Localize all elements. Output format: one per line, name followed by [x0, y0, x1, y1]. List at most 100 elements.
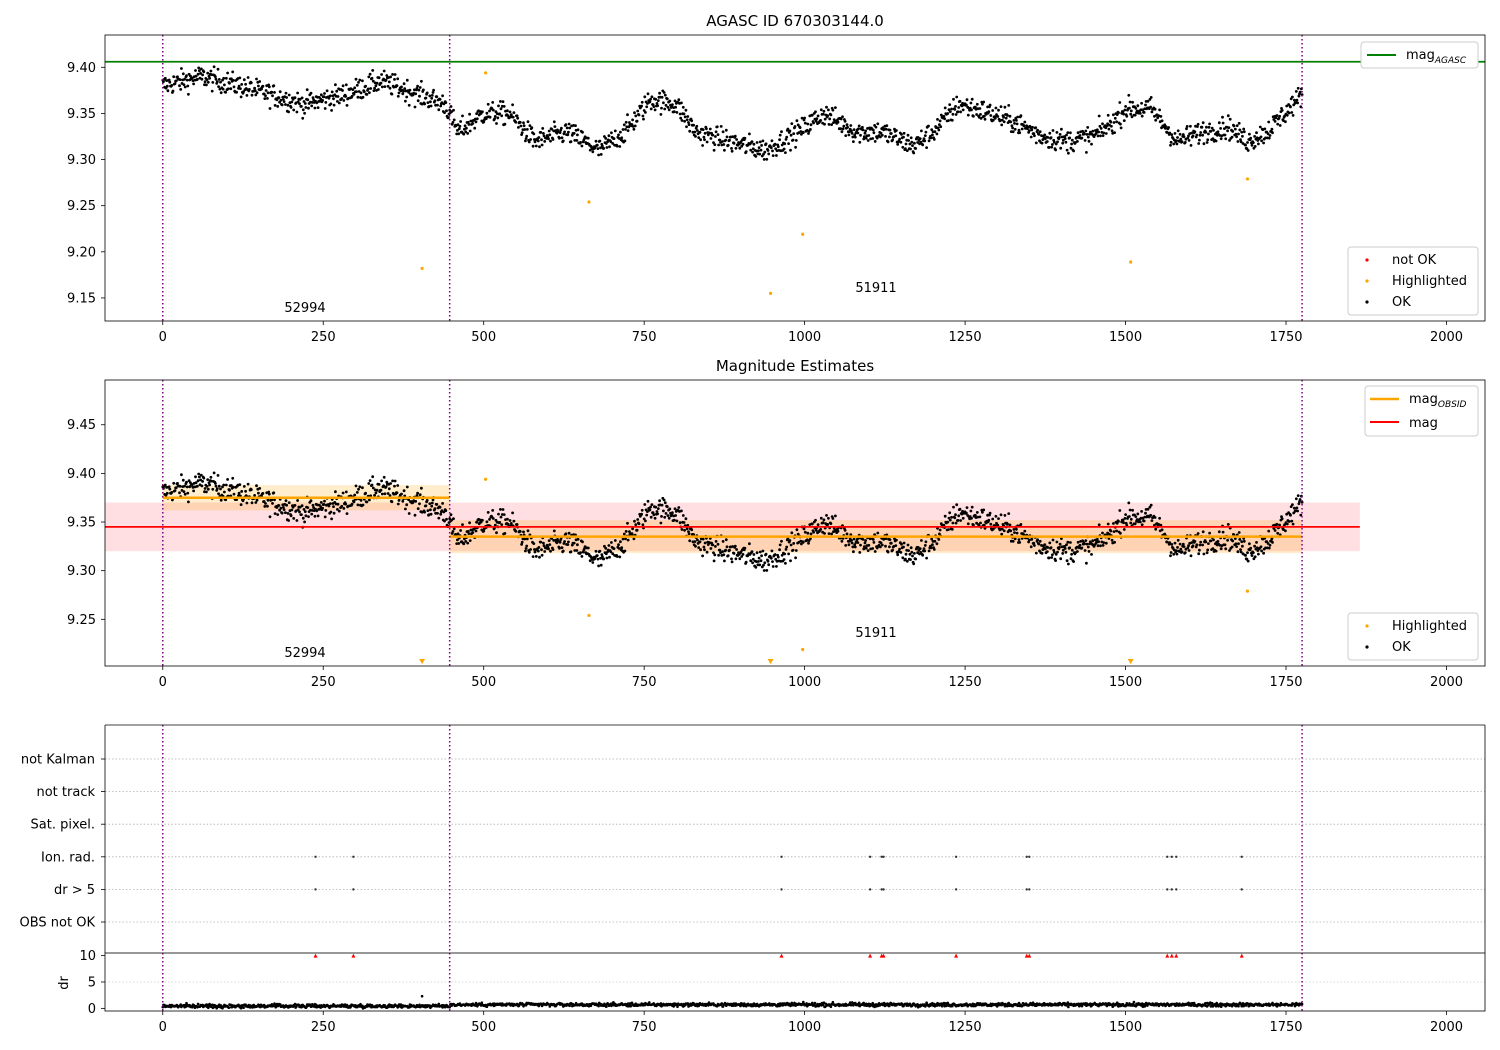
ok-point [488, 518, 491, 521]
ok-point [828, 117, 832, 121]
ok-point [327, 504, 331, 508]
ok-point [1129, 109, 1133, 113]
ok-point [574, 124, 577, 127]
ok-point [1051, 129, 1055, 132]
ok-point [965, 98, 969, 102]
ok-point [1017, 538, 1021, 541]
ok-point [413, 513, 417, 517]
ok-point [1109, 529, 1113, 533]
ok-point [950, 515, 953, 519]
ok-point [696, 538, 699, 542]
ok-point [834, 514, 837, 518]
ok-point [1201, 121, 1205, 125]
ok-point [734, 557, 738, 561]
ok-point [1076, 540, 1080, 544]
ok-point [485, 520, 489, 524]
ok-point [253, 86, 256, 90]
ok-point [370, 483, 374, 487]
ok-point [758, 563, 762, 567]
ok-point [961, 108, 965, 112]
ok-point [1296, 494, 1300, 497]
ok-point [730, 557, 733, 561]
ok-point [211, 487, 215, 491]
ok-point [920, 129, 923, 133]
ok-point [1131, 508, 1134, 512]
ok-point [715, 125, 719, 129]
ok-point [1270, 127, 1274, 131]
ok-point [307, 106, 310, 110]
ok-point [1284, 120, 1287, 124]
ok-point [701, 537, 705, 541]
ok-point [321, 506, 324, 510]
ok-point [1242, 539, 1246, 543]
ok-point [1054, 142, 1058, 146]
ok-point [263, 505, 267, 508]
ok-point [404, 99, 407, 103]
ok-point [1110, 538, 1114, 542]
ok-point [947, 516, 951, 520]
ok-point [322, 95, 326, 99]
ok-point [1008, 114, 1012, 118]
ok-point [681, 514, 685, 517]
ok-point [932, 138, 936, 141]
flag-point [1025, 855, 1028, 858]
ok-point [275, 98, 279, 102]
ok-point [874, 125, 878, 129]
ok-point [1214, 139, 1218, 143]
ok-point [989, 522, 993, 526]
ok-point [617, 543, 620, 547]
ok-point [1170, 543, 1174, 546]
ok-point [1237, 132, 1240, 136]
dr-point [676, 1005, 679, 1009]
ok-point [287, 110, 290, 114]
ok-point [468, 129, 472, 133]
ok-point [994, 106, 998, 110]
ok-point [1236, 550, 1240, 554]
ok-point [232, 85, 236, 89]
ok-point [946, 112, 950, 115]
ok-point [186, 491, 190, 495]
ok-point [205, 485, 209, 488]
ok-point [1262, 141, 1265, 145]
ok-point [765, 569, 769, 572]
ok-point [906, 543, 910, 547]
ok-point [183, 484, 187, 488]
ok-point [718, 548, 722, 552]
ok-point [1013, 537, 1017, 541]
ok-point [749, 148, 753, 152]
ok-point [758, 152, 762, 156]
ok-point [778, 138, 781, 142]
ok-point [1036, 128, 1039, 132]
ok-point [552, 120, 556, 124]
ok-point [426, 101, 430, 104]
ok-point [624, 530, 628, 533]
ok-point [724, 548, 728, 552]
ok-point [257, 491, 260, 495]
ok-point [1055, 131, 1059, 134]
ok-point [728, 138, 731, 142]
ok-point [681, 105, 685, 109]
ok-point [771, 149, 774, 153]
ok-point [263, 97, 267, 100]
ok-point [1278, 523, 1281, 527]
ok-point [405, 485, 409, 489]
ok-point [898, 547, 901, 551]
ok-point [549, 139, 552, 143]
ok-point [1016, 115, 1020, 119]
dr-point [886, 1002, 890, 1006]
ok-point [850, 131, 854, 135]
ok-point [1284, 529, 1287, 533]
ok-point [560, 136, 564, 140]
ok-point [617, 137, 621, 140]
ok-point [646, 92, 650, 96]
ok-point [329, 102, 333, 106]
ok-point [379, 488, 383, 492]
ok-point [1237, 121, 1241, 125]
flag-point [780, 855, 783, 858]
ok-point [927, 549, 931, 553]
ok-point [284, 103, 287, 106]
ok-point [524, 137, 528, 140]
ok-point [319, 505, 323, 509]
ok-point [619, 130, 622, 134]
ok-point [791, 548, 795, 552]
